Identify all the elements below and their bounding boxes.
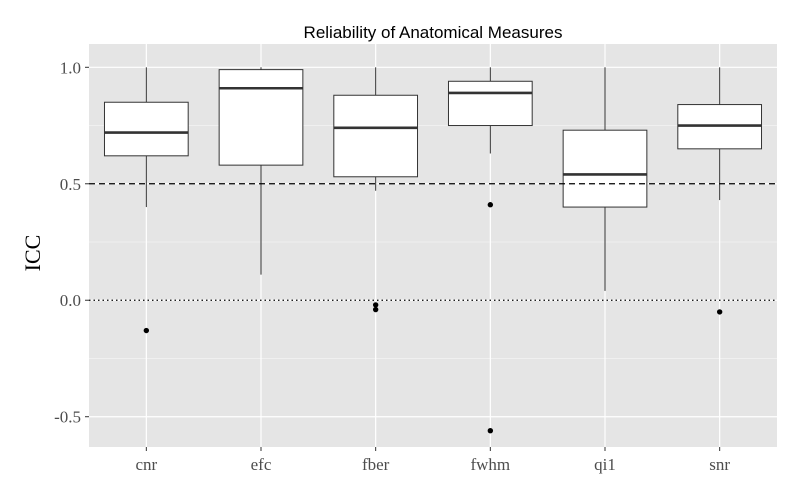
box-cnr bbox=[103, 67, 189, 334]
box-fwhm bbox=[447, 67, 533, 434]
x-tick-label: qi1 bbox=[594, 455, 616, 474]
outlier-point bbox=[372, 306, 379, 313]
x-tick-label: efc bbox=[251, 455, 272, 474]
x-tick-label: fber bbox=[362, 455, 390, 474]
outlier-point bbox=[487, 427, 494, 434]
x-axis: cnr efc fber fwhm qi1 snr bbox=[135, 447, 730, 474]
x-tick-label: snr bbox=[709, 455, 730, 474]
box-qi1 bbox=[562, 67, 648, 291]
outlier-point bbox=[143, 327, 150, 334]
boxes bbox=[103, 67, 763, 434]
x-tick-label: cnr bbox=[135, 455, 157, 474]
box-snr bbox=[677, 67, 763, 315]
y-tick-label: 1.0 bbox=[60, 58, 81, 77]
box-fber bbox=[333, 67, 419, 313]
y-tick-label: 0.5 bbox=[60, 175, 81, 194]
box-iqr bbox=[562, 129, 648, 208]
y-tick-label: 0.0 bbox=[60, 291, 81, 310]
reference-lines bbox=[89, 183, 777, 301]
plot-panel bbox=[89, 44, 777, 447]
box-iqr bbox=[447, 80, 533, 127]
box-iqr bbox=[333, 94, 419, 178]
box-iqr bbox=[103, 101, 189, 157]
outlier-point bbox=[372, 302, 379, 308]
box-iqr bbox=[218, 69, 304, 166]
y-axis-label: ICC bbox=[20, 235, 45, 272]
y-axis: -0.5 0.0 0.5 1.0 bbox=[54, 58, 89, 427]
chart-title: Reliability of Anatomical Measures bbox=[304, 23, 563, 42]
outlier-point bbox=[487, 202, 494, 208]
y-tick-label: -0.5 bbox=[54, 408, 81, 427]
box-efc bbox=[218, 67, 304, 275]
x-tick-label: fwhm bbox=[470, 455, 510, 474]
outlier-point bbox=[716, 309, 723, 315]
